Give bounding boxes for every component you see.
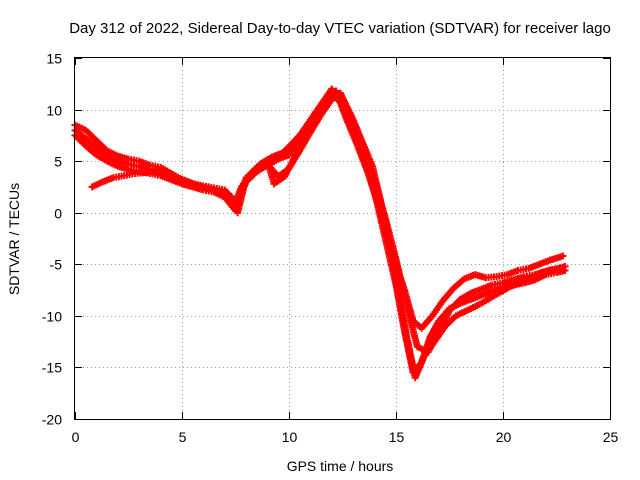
y-tick-label: -10 — [42, 309, 62, 325]
y-axis-label: SDTVAR / TECUs — [6, 183, 22, 295]
data-point — [559, 263, 567, 271]
y-tick-label: 0 — [54, 206, 62, 222]
y-tick-label: -5 — [50, 257, 63, 273]
data-point — [559, 252, 567, 260]
y-tick-label: -15 — [42, 360, 62, 376]
x-tick-label: 20 — [496, 429, 512, 445]
y-tick-label: 15 — [46, 51, 62, 67]
x-tick-label: 10 — [282, 429, 298, 445]
data-points — [71, 85, 569, 382]
series-track-2 — [71, 91, 569, 356]
x-tick-label: 25 — [603, 429, 619, 445]
x-tick-label: 5 — [179, 429, 187, 445]
y-tick-label: 10 — [46, 103, 62, 119]
grid-layer — [75, 58, 610, 419]
x-tick-label: 0 — [72, 429, 80, 445]
y-tick-label: -20 — [42, 412, 62, 428]
chart-title: Day 312 of 2022, Sidereal Day-to-day VTE… — [69, 20, 611, 37]
series-track-3 — [71, 87, 569, 377]
x-axis-label: GPS time / hours — [287, 458, 394, 474]
series-track-4 — [88, 89, 567, 382]
tick-layer: 0 5 10 15 20 25 -20 -15 -10 -5 0 5 10 15 — [42, 51, 619, 446]
y-tick-label: 5 — [54, 154, 62, 170]
plot-frame — [74, 57, 611, 420]
x-tick-label: 15 — [389, 429, 405, 445]
